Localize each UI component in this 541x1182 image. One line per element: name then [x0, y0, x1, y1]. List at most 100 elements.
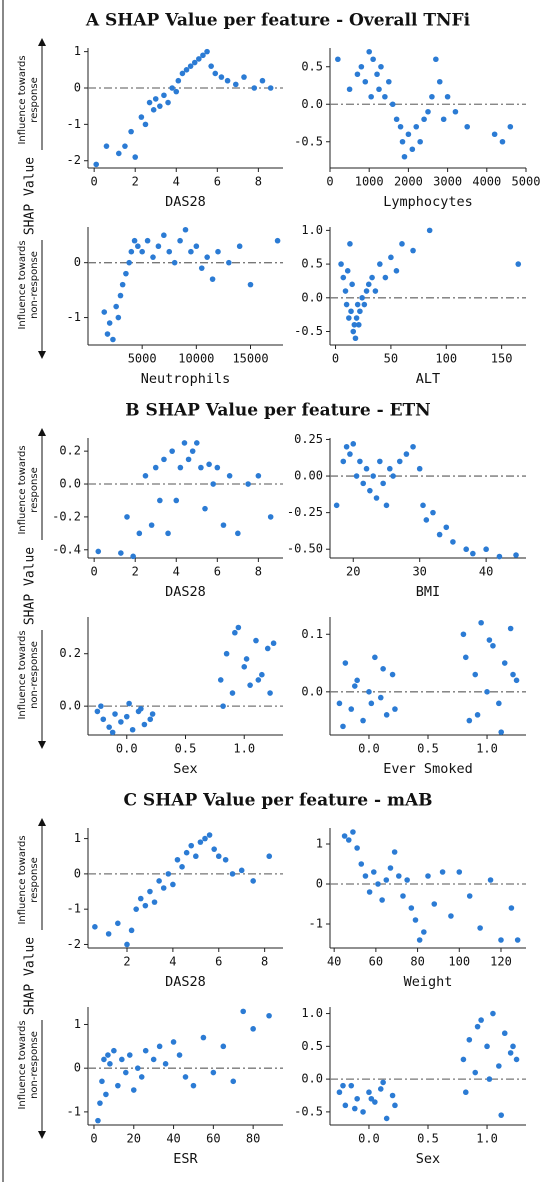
point: [179, 70, 186, 77]
point: [93, 161, 100, 168]
point: [251, 85, 258, 91]
point: [368, 93, 374, 100]
point: [491, 131, 498, 138]
x-tick-label: 8: [255, 565, 262, 579]
point: [399, 138, 406, 145]
point: [229, 871, 236, 877]
point: [388, 254, 394, 261]
x-tick-label: 1.0: [233, 742, 255, 756]
point: [104, 331, 111, 337]
point: [150, 107, 157, 113]
point: [370, 56, 376, 63]
point: [366, 689, 372, 695]
point: [229, 690, 236, 696]
point: [342, 288, 349, 294]
point: [496, 700, 502, 707]
x-tick-label: 6: [214, 565, 221, 579]
x-tick-label: 100: [435, 352, 457, 366]
point: [128, 927, 135, 934]
point: [160, 885, 167, 891]
point: [358, 63, 365, 70]
point: [408, 905, 415, 911]
point: [106, 320, 113, 326]
x-tick-label: 0.0: [116, 742, 138, 756]
point: [393, 116, 400, 123]
point: [110, 336, 116, 343]
point: [170, 1039, 177, 1045]
point: [123, 1069, 129, 1076]
point: [416, 465, 423, 472]
y-tick-label: 0.0: [301, 97, 323, 111]
point: [247, 281, 254, 288]
influence-note: non-response: [29, 1031, 40, 1099]
y-tick-label: -1: [67, 117, 81, 131]
point: [383, 502, 390, 509]
x-axis-label: Ever Smoked: [383, 761, 472, 777]
point: [460, 1056, 467, 1063]
point: [134, 1065, 141, 1071]
point: [126, 259, 132, 266]
influence-note: Influence towards: [17, 630, 28, 719]
influence-note: response: [29, 467, 40, 512]
point: [103, 1091, 109, 1098]
point: [377, 261, 383, 267]
point: [439, 869, 446, 875]
point: [425, 873, 431, 879]
point: [230, 1078, 237, 1085]
x-tick-label: 40: [479, 565, 493, 579]
point: [366, 48, 373, 55]
point: [366, 889, 373, 895]
point: [460, 631, 467, 638]
x-tick-label: 15000: [232, 352, 268, 366]
point: [466, 893, 473, 899]
point: [513, 677, 520, 684]
x-tick-label: 5000: [512, 175, 541, 189]
point: [348, 1082, 355, 1089]
point: [399, 241, 405, 247]
point: [191, 59, 198, 66]
x-tick-label: 1.0: [476, 742, 498, 756]
point: [383, 712, 390, 718]
point: [165, 99, 171, 106]
y-tick-label: 0: [74, 1061, 81, 1075]
point: [496, 1063, 502, 1069]
x-tick-label: 0: [91, 565, 98, 579]
x-tick-label: 4: [169, 955, 176, 969]
point: [141, 721, 148, 728]
point: [350, 829, 356, 835]
point: [433, 56, 439, 63]
point: [161, 92, 167, 99]
y-axis-label: SHAP Value: [23, 157, 38, 235]
point: [138, 114, 145, 120]
point: [147, 888, 153, 895]
point: [478, 619, 484, 626]
point: [340, 1082, 346, 1089]
point: [97, 1100, 103, 1106]
y-tick-label: -0.5: [294, 134, 323, 148]
point: [266, 1012, 272, 1019]
point: [351, 321, 358, 328]
point: [126, 1052, 133, 1058]
point: [452, 108, 459, 115]
point: [155, 243, 162, 250]
x-tick-label: 0: [90, 1132, 97, 1146]
point: [386, 465, 393, 472]
point: [372, 288, 379, 294]
point: [212, 70, 219, 77]
point: [498, 1112, 505, 1118]
point: [128, 128, 134, 135]
point: [177, 237, 183, 244]
point: [250, 878, 256, 884]
point: [354, 71, 361, 78]
point: [193, 853, 199, 860]
x-tick-label: 120: [490, 955, 512, 969]
point: [226, 473, 233, 479]
point: [188, 248, 194, 255]
point: [100, 716, 107, 723]
point: [200, 52, 206, 59]
point: [372, 1099, 378, 1105]
point: [95, 1117, 101, 1124]
point: [515, 261, 522, 267]
point: [126, 700, 132, 707]
section-title: A SHAP Value per feature - Overall TNFi: [85, 11, 471, 31]
